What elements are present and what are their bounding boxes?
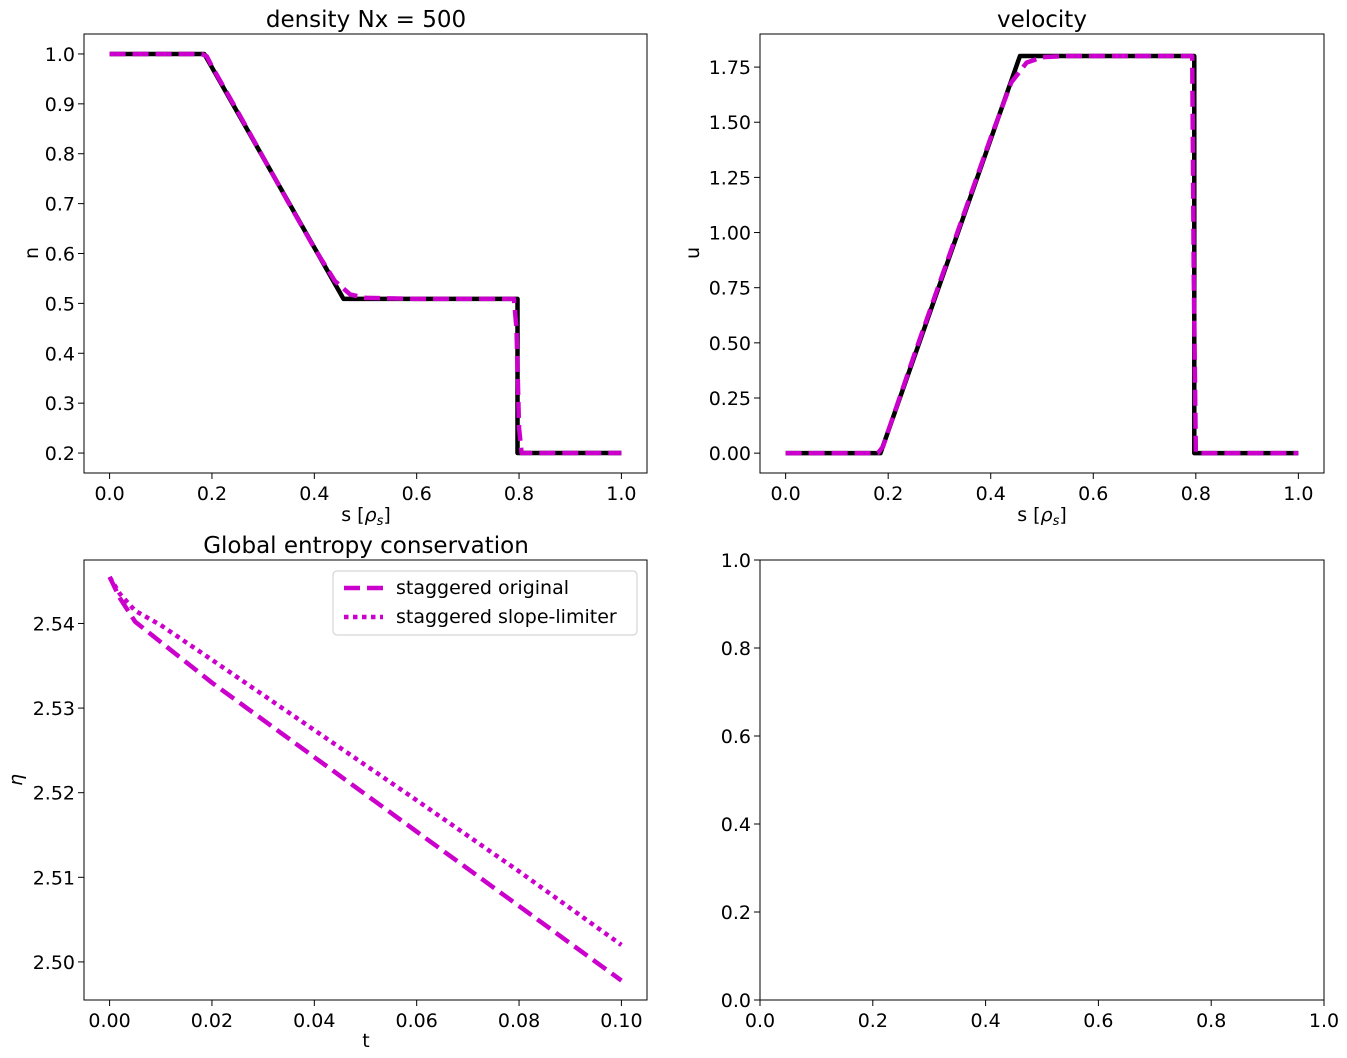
velocity-xtick-label: 0.6 [1078, 483, 1108, 505]
entropy-xlabel: t [362, 1030, 369, 1052]
legend-label-original: staggered original [396, 577, 569, 599]
empty-xtick-label: 0.4 [970, 1010, 1000, 1032]
density-xtick-label: 1.0 [606, 483, 636, 505]
velocity-ytick-label: 1.25 [709, 167, 751, 189]
velocity-xlabel-text: s [ [1017, 504, 1040, 526]
velocity-xtick-label: 0.8 [1181, 483, 1211, 505]
density-xlabel-close: ] [383, 504, 390, 526]
entropy-ytick-label: 2.52 [33, 783, 75, 805]
empty-ytick-label: 0.0 [721, 990, 751, 1012]
empty-ytick-label: 0.6 [721, 726, 751, 748]
entropy-xtick-label: 0.06 [396, 1010, 438, 1032]
density-xtick-label: 0.2 [197, 483, 227, 505]
empty-panel: 0.0 0.2 0.4 0.6 0.8 1.0 0.0 0.2 0.4 0.6 0.8 1.0 [721, 550, 1339, 1032]
density-xtick-label: 0.6 [402, 483, 432, 505]
empty-ytick-label: 0.8 [721, 638, 751, 660]
velocity-xlabel-subscript: s [1053, 514, 1060, 529]
velocity-xtick-label: 0.2 [873, 483, 903, 505]
density-ytick-label: 0.9 [45, 94, 75, 116]
entropy-series-dotted-line [107, 575, 623, 947]
velocity-xtick-label: 0.4 [976, 483, 1006, 505]
density-ytick-label: 0.4 [45, 343, 75, 365]
velocity-ytick-label: 0.50 [709, 333, 751, 355]
velocity-xlabel-symbol: ρ [1041, 504, 1053, 526]
velocity-xlabel: s [ρs] [1017, 504, 1067, 529]
velocity-xlabel-close: ] [1059, 504, 1066, 526]
density-series-dashed-line [109, 51, 622, 456]
empty-xtick-label: 0.2 [858, 1010, 888, 1032]
entropy-title: Global entropy conservation [203, 533, 529, 559]
entropy-axes-frame [83, 559, 648, 1001]
entropy-legend: staggered original staggered slope-limit… [332, 570, 638, 636]
velocity-ytick-label: 1.50 [709, 112, 751, 134]
entropy-series-dashed-line [107, 575, 623, 983]
velocity-xtick-label: 1.0 [1283, 483, 1313, 505]
empty-ytick-label: 1.0 [721, 550, 751, 572]
empty-xtick-label: 1.0 [1309, 1010, 1339, 1032]
velocity-ylabel: u [682, 247, 704, 259]
density-xtick-label: 0.8 [504, 483, 534, 505]
entropy-ytick-label: 2.54 [33, 613, 75, 635]
density-ylabel: n [21, 247, 43, 259]
empty-xtick-label: 0.6 [1083, 1010, 1113, 1032]
empty-xtick-label: 0.8 [1196, 1010, 1226, 1032]
entropy-panel: Global entropy conservation η t 0.00 0.02… [5, 533, 648, 1052]
velocity-xtick-label: 0.0 [771, 483, 801, 505]
entropy-xtick-label: 0.00 [88, 1010, 130, 1032]
density-xtick-label: 0.4 [299, 483, 329, 505]
velocity-axes-frame [759, 33, 1325, 474]
entropy-ytick-label: 2.50 [33, 952, 75, 974]
density-xlabel-text: s [ [341, 504, 364, 526]
velocity-ytick-label: 0.75 [709, 278, 751, 300]
entropy-ytick-label: 2.53 [33, 698, 75, 720]
entropy-xtick-label: 0.08 [498, 1010, 540, 1032]
velocity-series-dashed-line [785, 53, 1299, 456]
velocity-ytick-label: 1.00 [709, 223, 751, 245]
empty-ytick-label: 0.2 [721, 902, 751, 924]
entropy-ytick-label: 2.51 [33, 867, 75, 889]
density-ytick-label: 1.0 [45, 44, 75, 66]
density-panel: density Nx = 500 n s [ρs] 0.0 0.2 0.4 0.6 0.… [21, 7, 648, 529]
velocity-ytick-label: 0.00 [709, 443, 751, 465]
density-ytick-label: 0.5 [45, 293, 75, 315]
empty-axes-frame [759, 559, 1325, 1001]
entropy-xtick-label: 0.02 [191, 1010, 233, 1032]
velocity-panel: velocity u s [ρs] 0.0 0.2 0.4 0.6 0.8 1.0 0.00… [682, 7, 1325, 529]
entropy-xtick-label: 0.10 [600, 1010, 642, 1032]
density-ytick-label: 0.2 [45, 443, 75, 465]
velocity-ytick-label: 0.25 [709, 388, 751, 410]
density-xtick-label: 0.0 [94, 483, 124, 505]
legend-label-slope-limiter: staggered slope-limiter [396, 606, 617, 628]
density-ytick-label: 0.3 [45, 393, 75, 415]
density-ytick-label: 0.6 [45, 244, 75, 266]
density-ytick-label: 0.7 [45, 194, 75, 216]
density-xlabel-subscript: s [377, 514, 384, 529]
velocity-title: velocity [997, 7, 1087, 33]
velocity-ytick-label: 1.75 [709, 57, 751, 79]
empty-xtick-label: 0.0 [745, 1010, 775, 1032]
empty-ytick-label: 0.4 [721, 814, 751, 836]
density-xlabel-symbol: ρ [365, 504, 377, 526]
legend-frame [332, 570, 638, 636]
entropy-xtick-label: 0.04 [293, 1010, 335, 1032]
density-xlabel: s [ρs] [341, 504, 391, 529]
density-ytick-label: 0.8 [45, 144, 75, 166]
entropy-ylabel: η [5, 774, 27, 786]
density-title: density Nx = 500 [266, 7, 466, 33]
